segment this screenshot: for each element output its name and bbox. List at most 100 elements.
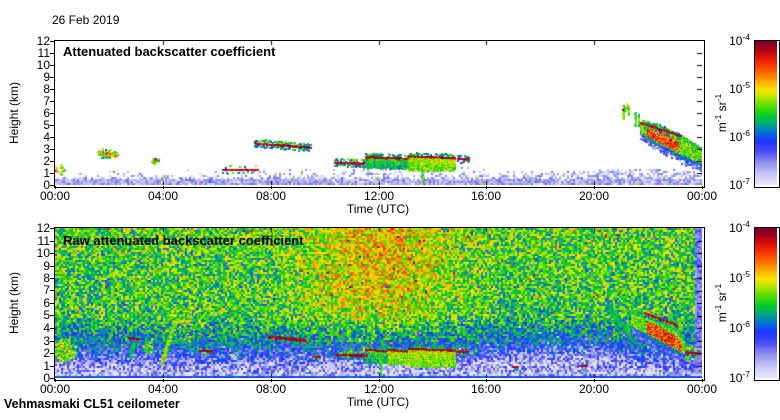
y-tick-label: 12	[36, 34, 50, 48]
x-tick-label: 08:00	[255, 382, 287, 396]
height-axis-label-top: Height (km)	[7, 82, 21, 145]
colorbar-tick-label: 10-6	[729, 319, 750, 335]
y-tick-mark	[50, 228, 55, 229]
x-tick-label: 12:00	[363, 189, 395, 203]
x-tick-label: 04:00	[147, 189, 179, 203]
y-tick-label: 12	[36, 221, 50, 235]
x-tick-mark	[55, 379, 56, 382]
time-axis-label-bottom: Time (UTC)	[346, 395, 410, 409]
y-tick-mark	[50, 253, 55, 254]
colorbar-unit-label: m-1 sr-1	[713, 283, 729, 323]
y-tick-mark	[50, 290, 55, 291]
y-tick-label: 0	[43, 178, 50, 192]
y-tick-label: 4	[43, 130, 50, 144]
y-tick-label: 9	[43, 70, 50, 84]
colorbar-top	[755, 41, 777, 185]
colorbar-tick-label: 10-4	[729, 219, 750, 235]
x-tick-label: 00:00	[39, 382, 71, 396]
y-tick-label: 0	[43, 371, 50, 385]
y-tick-label: 11	[37, 46, 50, 60]
raw-backscatter-heatmap	[55, 228, 702, 378]
y-tick-mark	[50, 125, 55, 126]
y-tick-mark	[50, 341, 55, 342]
x-tick-label: 04:00	[147, 382, 179, 396]
x-tick-label: 20:00	[578, 382, 610, 396]
y-tick-label: 2	[43, 346, 50, 360]
x-tick-mark	[271, 186, 272, 189]
x-tick-mark	[163, 379, 164, 382]
y-tick-mark	[50, 41, 55, 42]
x-tick-mark	[379, 186, 380, 189]
station-label: Vehmasmaki CL51 ceilometer	[4, 397, 180, 411]
y-tick-label: 2	[43, 154, 50, 168]
y-tick-mark	[50, 266, 55, 267]
panel-title-attenuated: Attenuated backscatter coefficient	[63, 44, 276, 59]
y-tick-label: 8	[43, 82, 50, 96]
y-tick-label: 9	[43, 259, 50, 273]
panel-raw-frame	[54, 227, 705, 381]
y-tick-label: 5	[43, 118, 50, 132]
y-tick-label: 6	[43, 106, 50, 120]
y-tick-mark	[50, 173, 55, 174]
height-axis-label-bottom: Height (km)	[7, 272, 21, 335]
y-tick-mark	[50, 65, 55, 66]
y-tick-mark	[50, 303, 55, 304]
colorbar-bottom-frame	[754, 227, 780, 381]
x-tick-label: 00:00	[39, 189, 71, 203]
colorbar-unit-label: m-1 sr-1	[713, 93, 729, 133]
y-tick-label: 3	[43, 142, 50, 156]
colorbar-tick-label: 10-6	[729, 128, 750, 144]
y-tick-mark	[50, 315, 55, 316]
x-tick-mark	[486, 379, 487, 382]
date-label: 26 Feb 2019	[52, 13, 120, 27]
x-tick-label: 00:00	[686, 189, 718, 203]
colorbar-tick-label: 10-5	[729, 80, 750, 96]
x-tick-mark	[594, 379, 595, 382]
y-tick-mark	[50, 137, 55, 138]
x-tick-mark	[163, 186, 164, 189]
y-tick-mark	[50, 328, 55, 329]
y-tick-mark	[50, 161, 55, 162]
x-tick-mark	[702, 186, 703, 189]
y-tick-label: 3	[43, 334, 50, 348]
y-tick-label: 10	[36, 246, 50, 260]
x-tick-label: 20:00	[578, 189, 610, 203]
y-tick-label: 1	[43, 166, 50, 180]
attenuated-backscatter-heatmap	[55, 41, 702, 185]
y-tick-mark	[50, 101, 55, 102]
colorbar-tick-label: 10-5	[729, 269, 750, 285]
x-tick-mark	[594, 186, 595, 189]
colorbar-tick-label: 10-7	[729, 369, 750, 385]
y-tick-mark	[50, 77, 55, 78]
panel-attenuated-frame	[54, 40, 705, 188]
y-tick-mark	[50, 278, 55, 279]
colorbar-bottom	[755, 228, 777, 378]
y-tick-label: 4	[43, 321, 50, 335]
y-tick-mark	[50, 241, 55, 242]
colorbar-tick-label: 10-4	[729, 32, 750, 48]
y-tick-label: 5	[43, 308, 50, 322]
x-tick-label: 16:00	[470, 382, 502, 396]
y-tick-mark	[50, 378, 55, 379]
y-tick-label: 8	[43, 271, 50, 285]
x-tick-label: 12:00	[363, 382, 395, 396]
y-tick-mark	[50, 89, 55, 90]
y-tick-label: 1	[43, 359, 50, 373]
x-tick-mark	[379, 379, 380, 382]
y-tick-mark	[50, 366, 55, 367]
x-tick-mark	[55, 186, 56, 189]
y-tick-label: 11	[37, 234, 50, 248]
y-tick-label: 10	[36, 58, 50, 72]
x-tick-mark	[486, 186, 487, 189]
y-tick-label: 6	[43, 296, 50, 310]
x-tick-mark	[702, 379, 703, 382]
y-tick-mark	[50, 113, 55, 114]
x-tick-label: 00:00	[686, 382, 718, 396]
y-tick-mark	[50, 149, 55, 150]
panel-title-raw: Raw attenuated backscatter coefficient	[63, 233, 304, 248]
y-tick-label: 7	[43, 283, 50, 297]
y-tick-mark	[50, 185, 55, 186]
y-tick-label: 7	[43, 94, 50, 108]
y-tick-mark	[50, 353, 55, 354]
